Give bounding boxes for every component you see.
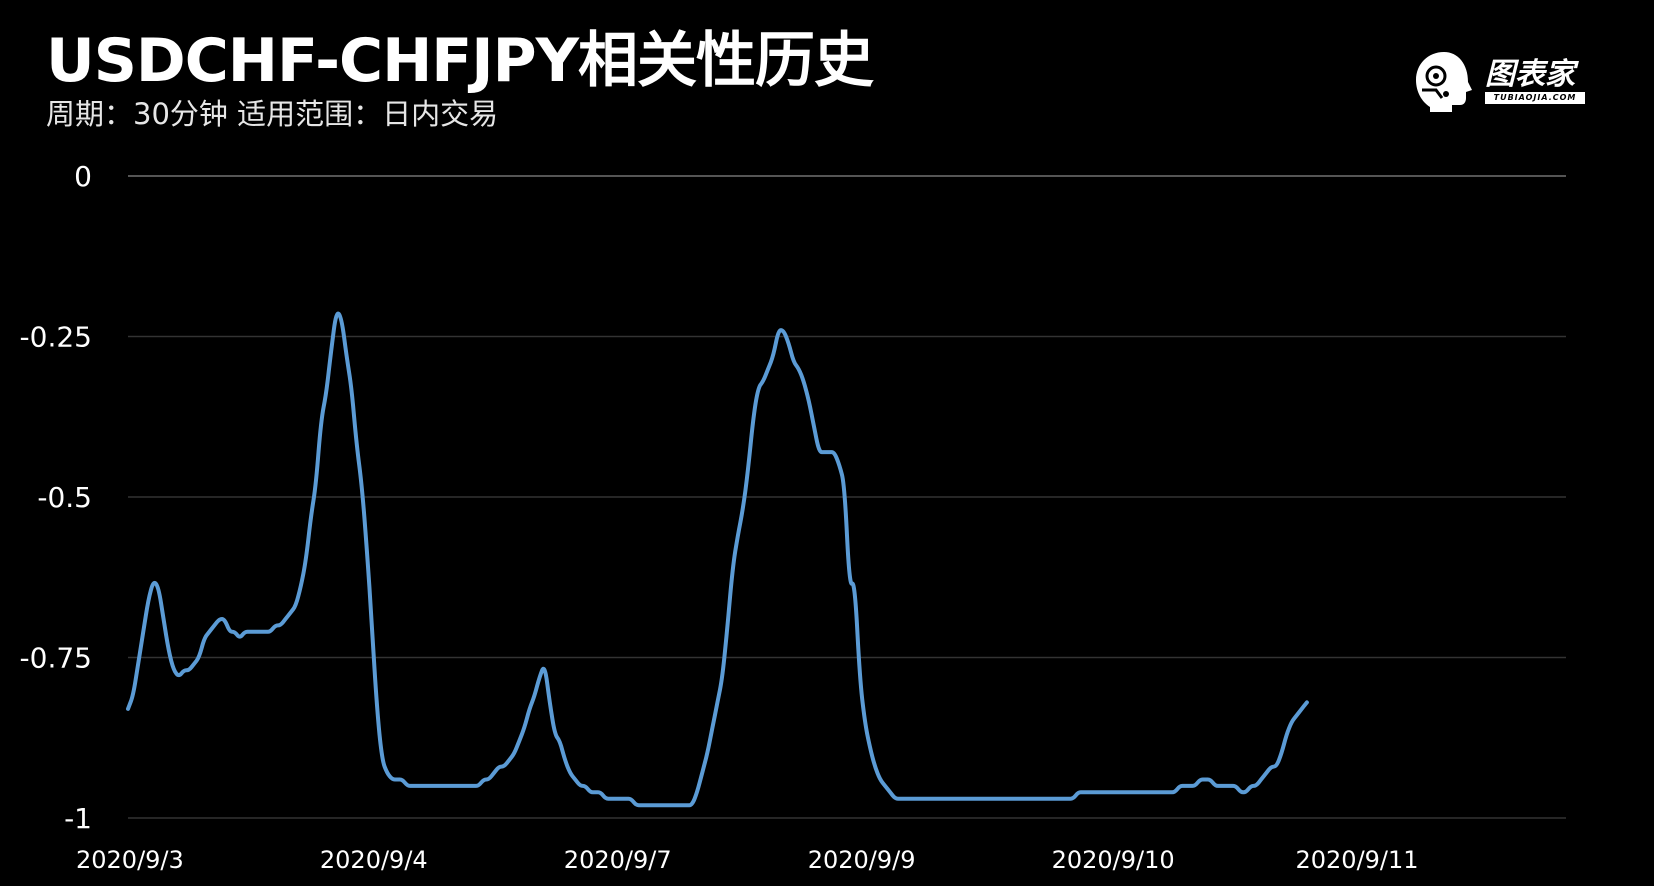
x-tick-label: 2020/9/7 <box>564 846 672 874</box>
brand-name: 图表家 <box>1485 57 1575 92</box>
y-tick-label: 0 <box>74 160 92 193</box>
x-tick-label: 2020/9/9 <box>808 846 916 874</box>
y-axis-ticks: 0 -0.25 -0.5 -0.75 -1 <box>20 160 92 835</box>
x-tick-label: 2020/9/11 <box>1296 846 1419 874</box>
y-tick-label: -0.25 <box>20 321 92 354</box>
chart-title: USDCHF-CHFJPY相关性历史 <box>46 26 874 96</box>
series-layer <box>126 311 1309 808</box>
series-line <box>126 311 1309 808</box>
y-tick-label: -0.75 <box>20 642 92 675</box>
y-tick-label: -1 <box>64 802 92 835</box>
x-tick-label: 2020/9/3 <box>76 846 184 874</box>
x-axis-ticks: 2020/9/3 2020/9/4 2020/9/7 2020/9/9 2020/9/1… <box>76 846 1419 874</box>
head-logo-icon <box>1416 52 1472 112</box>
brand-domain: TUBIAOJIA.COM <box>1485 92 1585 104</box>
brand-logo: 图表家 TUBIAOJIA.COM <box>1412 50 1592 114</box>
x-tick-label: 2020/9/10 <box>1052 846 1175 874</box>
grid-lines <box>128 175 1566 819</box>
chart-subtitle: 周期：30分钟 适用范围：日内交易 <box>46 97 499 131</box>
x-tick-label: 2020/9/4 <box>320 846 428 874</box>
y-tick-label: -0.5 <box>37 481 92 514</box>
